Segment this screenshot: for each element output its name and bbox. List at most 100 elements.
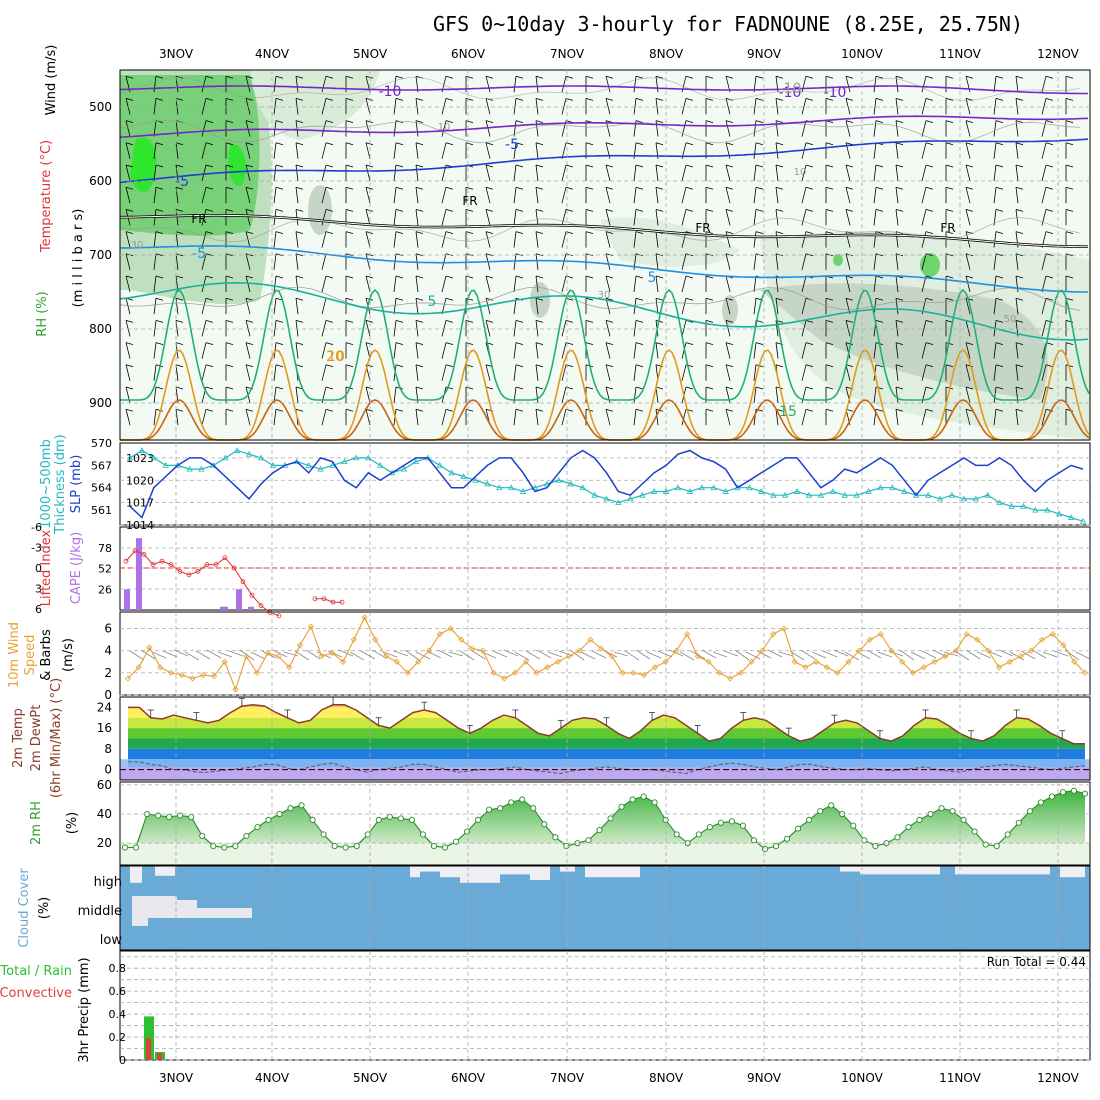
thickness-point: [877, 484, 884, 491]
wind-barb: [605, 409, 611, 426]
wind-barb: [655, 298, 659, 315]
wind-barb: [485, 209, 494, 212]
rh-point: [408, 816, 415, 823]
wind-barb: [325, 231, 334, 234]
wind-speed-point: [845, 658, 852, 665]
wind-barb: [605, 253, 611, 270]
wind-barb: [365, 75, 374, 79]
rh-point: [320, 831, 327, 838]
cape-bar: [136, 538, 142, 610]
wind-barb: [195, 650, 211, 660]
wind-barb: [725, 209, 734, 212]
wind-speed-point: [533, 669, 540, 676]
wind-barb: [965, 342, 971, 359]
wind-barb: [565, 342, 574, 345]
wind-barb: [535, 253, 544, 257]
thickness-point: [365, 454, 372, 461]
wind-barb: [605, 342, 611, 359]
wind-barb: [365, 164, 374, 168]
wind-barb: [321, 342, 327, 359]
thickness-tick: 567: [91, 459, 112, 472]
date-label: 3NOV: [159, 1071, 194, 1085]
wind-speed-point: [673, 647, 680, 654]
slp-tick: 1020: [126, 474, 154, 487]
wind-barb: [801, 386, 807, 404]
wind-barb: [635, 408, 644, 412]
wind-barb: [365, 209, 374, 212]
thickness-point: [472, 476, 479, 483]
wind-barb: [845, 98, 851, 115]
wind-barb: [895, 342, 904, 345]
wind-barb: [275, 209, 284, 212]
cloud-level-label: middle: [78, 904, 122, 919]
wind-barb: [1045, 164, 1054, 168]
wind-speed-point: [598, 645, 605, 652]
wind-barb: [775, 364, 784, 368]
wind-tick: 2: [104, 666, 112, 680]
wind-barb: [965, 409, 971, 426]
wind-barb: [801, 364, 807, 381]
wind-barb: [725, 209, 731, 226]
wind-barb: [873, 386, 877, 404]
wind-barb: [801, 231, 807, 248]
wind-barb: [515, 364, 524, 368]
wind-barb: [153, 342, 157, 359]
wind-barb: [993, 76, 997, 93]
date-label: 4NOV: [255, 1071, 290, 1085]
wind-barb: [295, 142, 299, 159]
panel-frame: [119, 442, 1091, 526]
wind-barb: [1065, 231, 1074, 234]
rh-point: [1059, 789, 1066, 796]
wind-barb: [205, 209, 214, 212]
wind-speed-point: [985, 647, 992, 654]
thickness-point: [603, 495, 610, 502]
date-label: 8NOV: [649, 1071, 684, 1085]
thickness-point: [650, 488, 658, 494]
date-label: 5NOV: [353, 47, 388, 61]
precip-tick: 0: [119, 1054, 126, 1067]
wind-barb: [995, 142, 1004, 146]
wind-barb: [295, 187, 299, 204]
wind-barb: [655, 231, 659, 248]
rh-point: [1070, 787, 1078, 794]
wind-barb: [1015, 98, 1024, 101]
wind-barb: [365, 231, 371, 248]
wind-barb: [465, 120, 474, 123]
rh-point: [850, 822, 857, 829]
wind-barb: [245, 231, 254, 234]
wind-barb: [513, 76, 517, 93]
wind-barb: [125, 342, 134, 345]
wind-barb: [895, 98, 904, 101]
wind-speed-point: [995, 664, 1003, 671]
wind-barb: [679, 651, 695, 661]
wind-barb: [705, 408, 714, 412]
wind-barb: [925, 120, 934, 123]
wind-barb: [275, 98, 284, 101]
thickness-point: [305, 462, 312, 468]
wind-barb: [921, 164, 927, 182]
thickness-point: [901, 488, 908, 494]
thickness-point: [531, 484, 539, 491]
wind-barb: [345, 342, 354, 345]
wind-barb: [345, 142, 354, 146]
wind-barb: [945, 142, 954, 146]
wind-barb: [565, 209, 574, 212]
wind-barb: [525, 650, 541, 660]
wind-barb: [201, 76, 207, 93]
wind-barb: [441, 298, 447, 315]
wind-barb: [535, 364, 544, 368]
wind-barb: [725, 253, 731, 270]
wind-barb: [515, 386, 524, 390]
thickness-point: [234, 447, 241, 453]
wind-barb: [1065, 120, 1074, 123]
isotherm-label: -10: [779, 85, 802, 101]
cape-bar: [124, 589, 130, 610]
cloud-mid-gap: [177, 900, 197, 918]
wind-barb: [775, 386, 779, 404]
wind-barb: [633, 98, 637, 115]
wind-barb: [775, 298, 779, 315]
wind-barb: [965, 120, 974, 123]
wind-barb: [561, 98, 567, 115]
wind-barb: [1041, 98, 1047, 115]
thickness-point: [865, 488, 872, 494]
